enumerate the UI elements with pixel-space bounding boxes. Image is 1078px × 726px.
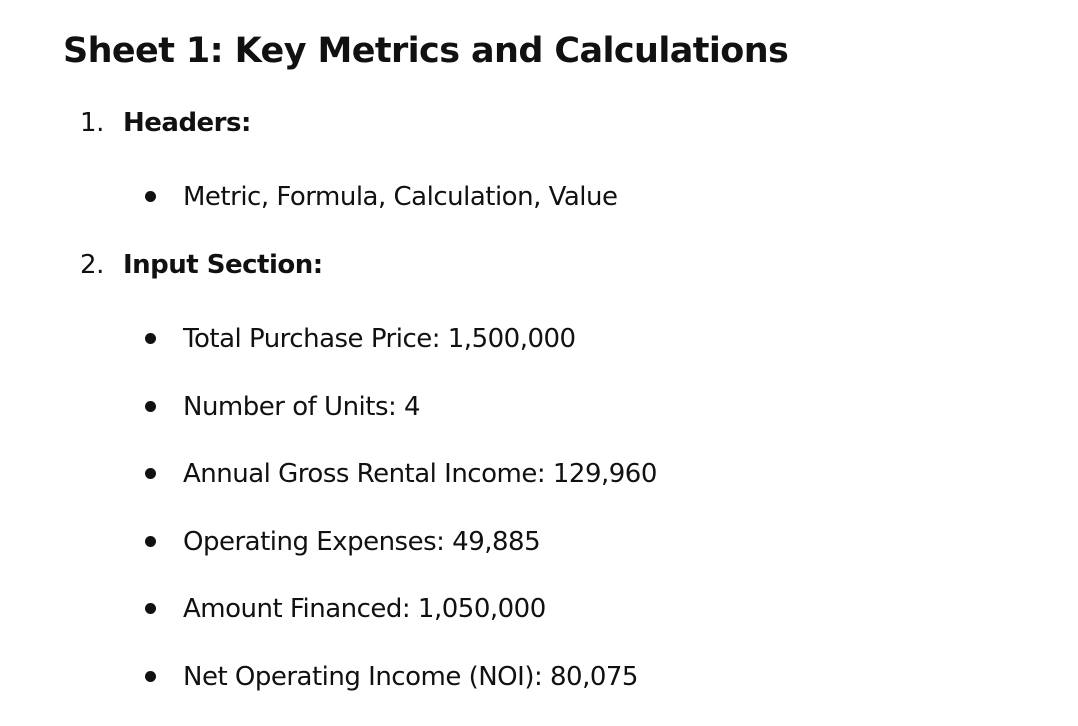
bullet-icon bbox=[145, 671, 156, 682]
bullet-icon bbox=[145, 603, 156, 614]
bullet-text: Operating Expenses: 49,885 bbox=[183, 527, 541, 557]
bullet-text: Metric, Formula, Calculation, Value bbox=[183, 182, 618, 212]
bullet-text: Number of Units: 4 bbox=[183, 392, 421, 422]
list-number: 1. bbox=[80, 108, 105, 138]
bullet-text: Annual Gross Rental Income: 129,960 bbox=[183, 459, 657, 489]
list-label: Headers: bbox=[123, 108, 251, 138]
bullet-icon bbox=[145, 536, 156, 547]
bullet-icon bbox=[145, 468, 156, 479]
bullet-text: Total Purchase Price: 1,500,000 bbox=[183, 324, 576, 354]
bullet-text: Amount Financed: 1,050,000 bbox=[183, 594, 546, 624]
bullet-icon bbox=[145, 191, 156, 202]
bullet-text: Net Operating Income (NOI): 80,075 bbox=[183, 662, 638, 692]
list-number: 2. bbox=[80, 250, 105, 280]
section-heading: Sheet 1: Key Metrics and Calculations bbox=[63, 31, 789, 71]
list-label: Input Section: bbox=[123, 250, 323, 280]
bullet-icon bbox=[145, 401, 156, 412]
bullet-icon bbox=[145, 333, 156, 344]
